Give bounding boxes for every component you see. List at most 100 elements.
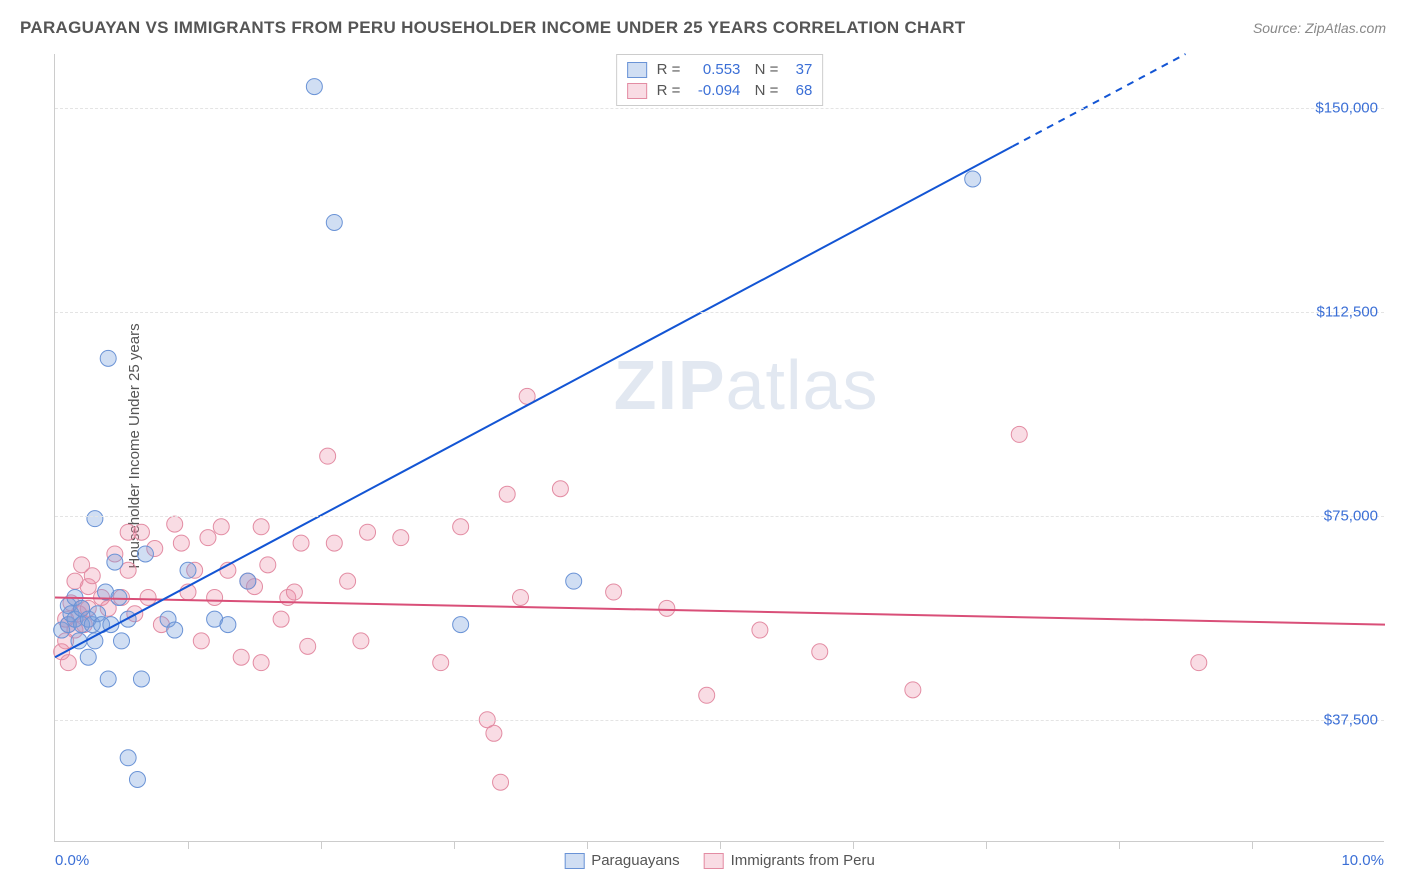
trendline-peru [55, 597, 1385, 624]
x-tick [1119, 841, 1120, 849]
data-point [80, 649, 96, 665]
r-label: R = [657, 82, 681, 99]
swatch-peru [627, 83, 647, 99]
data-point [286, 584, 302, 600]
data-point [114, 633, 130, 649]
legend-label-paraguayans: Paraguayans [591, 852, 679, 869]
y-tick-label: $75,000 [1324, 507, 1378, 524]
data-point [111, 589, 127, 605]
data-point [293, 535, 309, 551]
data-point [499, 486, 515, 502]
y-tick-label: $37,500 [1324, 711, 1378, 728]
data-point [137, 546, 153, 562]
swatch-paraguayans [564, 853, 584, 869]
n-label: N = [750, 61, 778, 78]
legend-row-peru: R = -0.094 N = 68 [627, 80, 813, 101]
x-axis-max-label: 10.0% [1341, 852, 1384, 869]
data-point [453, 617, 469, 633]
data-point [84, 568, 100, 584]
data-point [360, 524, 376, 540]
data-point [213, 519, 229, 535]
data-point [100, 350, 116, 366]
data-point [552, 481, 568, 497]
legend-item-peru: Immigrants from Peru [704, 852, 875, 869]
swatch-peru [704, 853, 724, 869]
data-point [300, 638, 316, 654]
data-point [133, 524, 149, 540]
data-point [233, 649, 249, 665]
r-value-paraguayans: 0.553 [686, 61, 740, 78]
data-point [493, 774, 509, 790]
data-point [812, 644, 828, 660]
data-point [273, 611, 289, 627]
data-point [699, 687, 715, 703]
data-point [453, 519, 469, 535]
y-tick-label: $112,500 [1317, 304, 1378, 321]
data-point [167, 622, 183, 638]
n-label: N = [750, 82, 778, 99]
n-value-paraguayans: 37 [784, 61, 812, 78]
data-point [107, 554, 123, 570]
legend-item-paraguayans: Paraguayans [564, 852, 679, 869]
data-point [433, 655, 449, 671]
data-point [606, 584, 622, 600]
data-point [326, 535, 342, 551]
x-tick [587, 841, 588, 849]
r-label: R = [657, 61, 681, 78]
x-tick [321, 841, 322, 849]
data-point [965, 171, 981, 187]
y-tick-label: $150,000 [1315, 100, 1378, 117]
data-point [752, 622, 768, 638]
data-point [253, 655, 269, 671]
x-tick [188, 841, 189, 849]
data-point [240, 573, 256, 589]
trendline-paraguayans-extrapolated [1013, 54, 1186, 146]
data-point [320, 448, 336, 464]
swatch-paraguayans [627, 62, 647, 78]
x-tick [454, 841, 455, 849]
data-point [133, 671, 149, 687]
trendline-paraguayans [55, 146, 1013, 657]
data-point [260, 557, 276, 573]
data-point [120, 750, 136, 766]
x-tick [986, 841, 987, 849]
plot-area: ZIPatlas R = 0.553 N = 37 R = -0.094 N =… [54, 54, 1384, 842]
data-point [87, 511, 103, 527]
data-point [353, 633, 369, 649]
data-point [513, 589, 529, 605]
data-point [1191, 655, 1207, 671]
correlation-legend: R = 0.553 N = 37 R = -0.094 N = 68 [616, 54, 824, 106]
data-point [167, 516, 183, 532]
gridline [55, 108, 1384, 109]
data-point [100, 671, 116, 687]
data-point [1011, 426, 1027, 442]
legend-row-paraguayans: R = 0.553 N = 37 [627, 59, 813, 80]
x-tick [853, 841, 854, 849]
data-point [905, 682, 921, 698]
data-point [140, 589, 156, 605]
data-point [180, 562, 196, 578]
n-value-peru: 68 [784, 82, 812, 99]
x-tick [1252, 841, 1253, 849]
data-point [340, 573, 356, 589]
r-value-peru: -0.094 [686, 82, 740, 99]
data-point [129, 772, 145, 788]
data-point [566, 573, 582, 589]
data-point [306, 79, 322, 95]
data-point [486, 725, 502, 741]
data-point [220, 617, 236, 633]
data-point [200, 530, 216, 546]
gridline [55, 312, 1384, 313]
gridline [55, 720, 1384, 721]
data-point [393, 530, 409, 546]
x-axis-min-label: 0.0% [55, 852, 89, 869]
x-tick [720, 841, 721, 849]
source-attribution: Source: ZipAtlas.com [1253, 20, 1386, 36]
data-point [659, 600, 675, 616]
data-point [253, 519, 269, 535]
data-point [207, 589, 223, 605]
gridline [55, 516, 1384, 517]
series-legend: Paraguayans Immigrants from Peru [564, 852, 875, 869]
chart-title: PARAGUAYAN VS IMMIGRANTS FROM PERU HOUSE… [20, 18, 965, 38]
chart-svg [55, 54, 1384, 841]
